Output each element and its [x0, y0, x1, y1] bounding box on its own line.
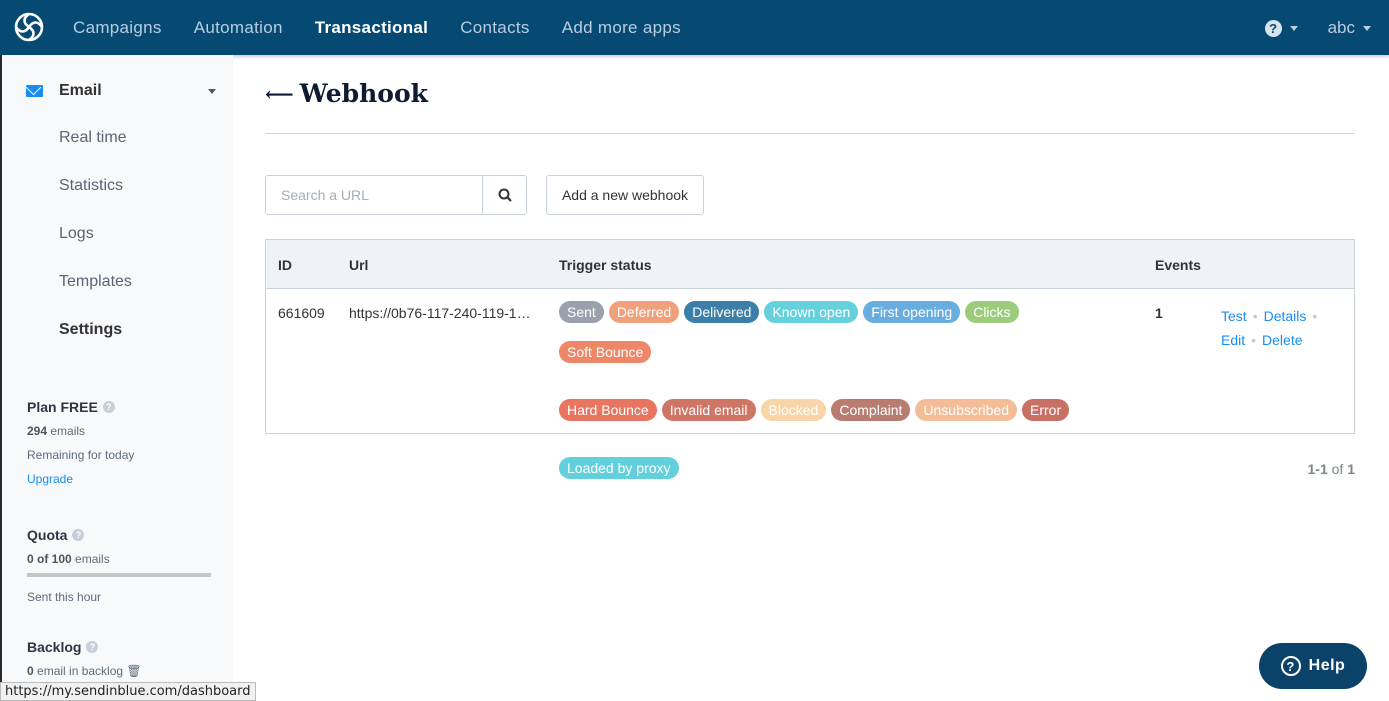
- help-menu[interactable]: ?: [1264, 18, 1298, 38]
- question-circle-icon: ?: [1280, 656, 1301, 676]
- quota-block: Quota? 0 of 100 emails Sent this hour: [27, 527, 211, 614]
- delete-link[interactable]: Delete: [1262, 332, 1303, 348]
- search-input[interactable]: [266, 176, 482, 214]
- status-tag-error: Error: [1022, 399, 1070, 421]
- status-tag-blocked: Blocked: [760, 399, 827, 421]
- help-button[interactable]: ? Help: [1259, 643, 1367, 689]
- search-box: [265, 175, 527, 215]
- trash-icon[interactable]: 🗑: [126, 664, 142, 678]
- status-tag-loaded-by-proxy: Loaded by proxy: [559, 457, 679, 479]
- quota-count: 0 of 100: [27, 552, 72, 566]
- top-nav: Campaigns Automation Transactional Contacts…: [0, 0, 1389, 55]
- header-trigger-status: Trigger status: [559, 257, 652, 273]
- table-header: ID Url Trigger status Events: [266, 240, 1354, 289]
- status-tag-known-open: Known open: [764, 301, 859, 323]
- header-events: Events: [1155, 257, 1201, 273]
- plan-block: Plan FREE? 294 emails Remaining for toda…: [27, 399, 134, 496]
- chevron-down-icon: [1289, 25, 1298, 31]
- sidebar-section-email[interactable]: Email: [26, 82, 216, 100]
- status-tag-soft-bounce: Soft Bounce: [559, 341, 652, 363]
- quota-title: Quota: [27, 527, 68, 543]
- nav-item-campaigns[interactable]: Campaigns: [73, 17, 162, 37]
- sidebar-item-real-time[interactable]: Real time: [59, 129, 127, 146]
- plan-count-suffix: emails: [47, 424, 86, 438]
- help-icon[interactable]: ?: [86, 641, 99, 653]
- page-title-text: Webhook: [299, 79, 428, 108]
- question-circle-icon: ?: [1264, 19, 1282, 37]
- nav-item-automation[interactable]: Automation: [193, 17, 283, 37]
- status-bar-url: https://my.sendinblue.com/dashboard: [0, 682, 256, 701]
- backlog-count-suffix: email in backlog: [33, 664, 124, 678]
- sidebar-item-statistics[interactable]: Statistics: [59, 177, 124, 194]
- webhook-events: 1: [1155, 305, 1163, 321]
- pager-of: of: [1327, 461, 1348, 477]
- user-menu[interactable]: abc: [1328, 18, 1371, 38]
- nav-item-add-more-apps[interactable]: Add more apps: [561, 17, 681, 37]
- pagination: 1-1 of 1: [1308, 461, 1356, 477]
- details-link[interactable]: Details: [1263, 308, 1307, 324]
- pager-range: 1-1: [1307, 461, 1328, 477]
- quota-subtext: Sent this hour: [27, 590, 102, 604]
- search-button[interactable]: [482, 176, 526, 214]
- divider: [265, 133, 1355, 134]
- backlog-block: Backlog? 0 email in backlog 🗑: [27, 639, 142, 688]
- user-name: abc: [1327, 17, 1355, 37]
- sidebar-item-settings[interactable]: Settings: [59, 321, 123, 338]
- sendinblue-logo-icon[interactable]: [13, 11, 45, 43]
- search-icon: [498, 188, 512, 202]
- status-tag-deferred: Deferred: [608, 301, 680, 323]
- status-tag-sent: Sent: [559, 301, 604, 323]
- header-url: Url: [349, 257, 369, 273]
- backlog-count: 0: [27, 664, 34, 678]
- envelope-icon: [26, 85, 43, 97]
- webhook-table: ID Url Trigger status Events 661609 http…: [265, 239, 1355, 479]
- sidebar-item-templates[interactable]: Templates: [59, 273, 132, 290]
- header-id: ID: [278, 257, 292, 273]
- status-tag-first-opening: First opening: [863, 301, 961, 323]
- chevron-down-icon: [208, 88, 216, 94]
- sidebar: Email Real time Statistics Logs Templates Se…: [0, 55, 233, 701]
- status-tag-complaint: Complaint: [831, 399, 911, 421]
- status-tag-invalid-email: Invalid email: [661, 399, 756, 421]
- plan-title: Plan FREE: [27, 399, 98, 415]
- plan-subtext: Remaining for today: [27, 448, 135, 462]
- help-label: Help: [1308, 657, 1346, 674]
- test-link[interactable]: Test: [1221, 308, 1247, 324]
- status-tag-hard-bounce: Hard Bounce: [559, 399, 657, 421]
- trigger-tags: Sent Deferred Delivered Known open First ope…: [559, 301, 1079, 479]
- status-tag-delivered: Delivered: [684, 301, 760, 323]
- edit-link[interactable]: Edit: [1221, 332, 1246, 348]
- nav-item-contacts[interactable]: Contacts: [460, 17, 530, 37]
- page-title: ⟵ Webhook: [265, 79, 428, 108]
- pager-total: 1: [1347, 461, 1355, 477]
- webhook-url: https://0b76-117-240-119-1…: [349, 305, 531, 321]
- plan-count: 294: [27, 424, 48, 438]
- sidebar-section-label: Email: [59, 82, 102, 99]
- add-webhook-button[interactable]: Add a new webhook: [546, 175, 704, 215]
- quota-progress-bar: [27, 573, 211, 577]
- back-arrow-icon[interactable]: ⟵: [265, 81, 294, 106]
- row-actions: Test • Details • Edit • Delete: [1221, 308, 1318, 348]
- chevron-down-icon: [1363, 25, 1371, 31]
- help-icon[interactable]: ?: [102, 401, 115, 413]
- status-tag-clicks: Clicks: [965, 301, 1019, 323]
- sidebar-item-logs[interactable]: Logs: [59, 225, 94, 242]
- upgrade-link[interactable]: Upgrade: [27, 472, 74, 486]
- status-tag-unsubscribed: Unsubscribed: [915, 399, 1017, 421]
- webhook-id: 661609: [278, 305, 325, 321]
- nav-item-transactional[interactable]: Transactional: [314, 17, 429, 37]
- backlog-title: Backlog: [27, 639, 82, 655]
- quota-count-suffix: emails: [71, 552, 110, 566]
- help-icon[interactable]: ?: [72, 529, 85, 541]
